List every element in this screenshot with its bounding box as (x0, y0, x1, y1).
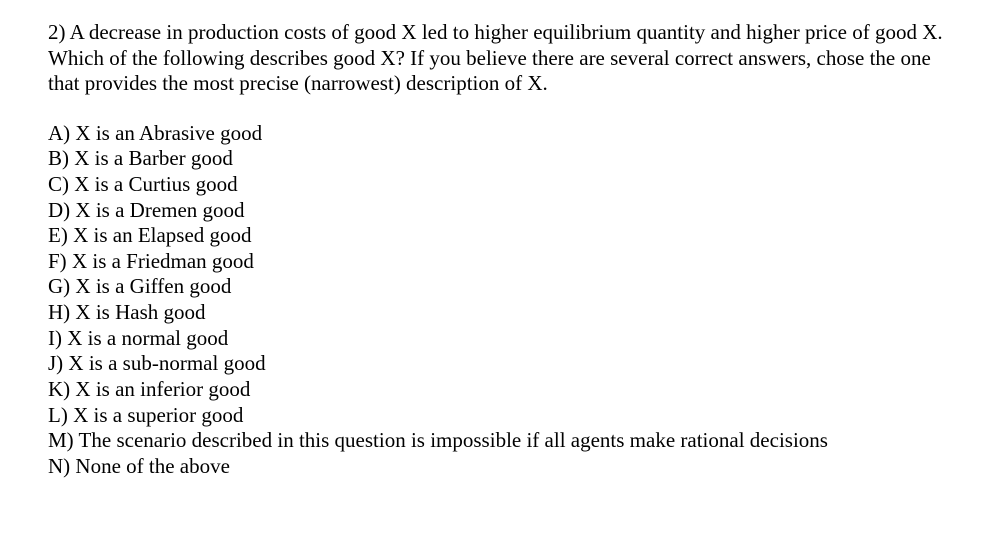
option-m: M) The scenario described in this questi… (48, 428, 958, 454)
option-text: X is an Elapsed good (73, 223, 251, 247)
option-l: L) X is a superior good (48, 403, 958, 429)
option-text: X is a Barber good (74, 146, 233, 170)
option-text: X is an inferior good (75, 377, 250, 401)
option-label: I) (48, 326, 62, 350)
option-k: K) X is an inferior good (48, 377, 958, 403)
option-text: X is a Giffen good (75, 274, 231, 298)
option-label: E) (48, 223, 68, 247)
option-text: X is a Friedman good (72, 249, 254, 273)
question-stem: 2) A decrease in production costs of goo… (48, 20, 958, 97)
option-label: H) (48, 300, 70, 324)
option-e: E) X is an Elapsed good (48, 223, 958, 249)
option-text: X is Hash good (75, 300, 205, 324)
option-text: None of the above (75, 454, 230, 478)
option-c: C) X is a Curtius good (48, 172, 958, 198)
option-n: N) None of the above (48, 454, 958, 480)
option-text: X is a sub-normal good (68, 351, 265, 375)
option-label: J) (48, 351, 63, 375)
option-label: B) (48, 146, 69, 170)
option-j: J) X is a sub-normal good (48, 351, 958, 377)
option-label: F) (48, 249, 67, 273)
option-label: C) (48, 172, 69, 196)
option-f: F) X is a Friedman good (48, 249, 958, 275)
option-text: X is a Curtius good (74, 172, 237, 196)
option-h: H) X is Hash good (48, 300, 958, 326)
option-i: I) X is a normal good (48, 326, 958, 352)
options-list: A) X is an Abrasive good B) X is a Barbe… (48, 121, 958, 480)
option-label: G) (48, 274, 70, 298)
option-a: A) X is an Abrasive good (48, 121, 958, 147)
question-page: 2) A decrease in production costs of goo… (0, 0, 1006, 479)
option-label: N) (48, 454, 70, 478)
option-label: L) (48, 403, 68, 427)
option-label: K) (48, 377, 70, 401)
option-text: X is a Dremen good (75, 198, 244, 222)
option-b: B) X is a Barber good (48, 146, 958, 172)
option-text: X is a normal good (67, 326, 228, 350)
option-text: The scenario described in this question … (79, 428, 828, 452)
option-label: A) (48, 121, 70, 145)
option-text: X is an Abrasive good (75, 121, 262, 145)
option-g: G) X is a Giffen good (48, 274, 958, 300)
option-text: X is a superior good (73, 403, 243, 427)
option-d: D) X is a Dremen good (48, 198, 958, 224)
option-label: D) (48, 198, 70, 222)
option-label: M) (48, 428, 74, 452)
